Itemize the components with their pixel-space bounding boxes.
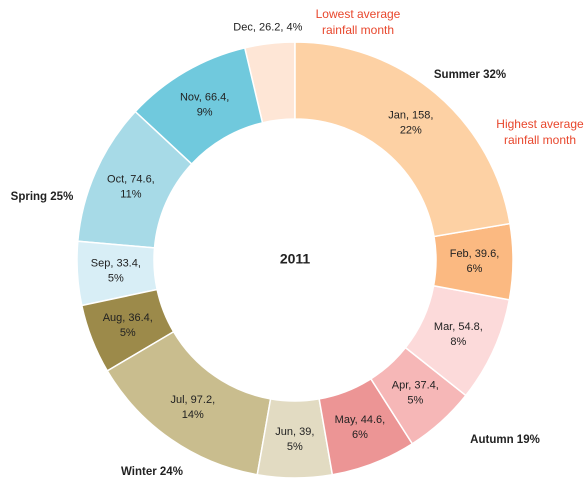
donut-slice [106,330,272,476]
data-label: Jan, 158, 22% [388,109,433,136]
data-label-line: 5% [120,327,136,339]
donut-slice [432,222,514,301]
annotation: Highest average [496,117,584,131]
season-label: Summer 32% [434,69,506,81]
data-label: Dec, 26.2, 4% [233,21,302,33]
data-label-line: Mar, 54.8, [434,321,483,333]
data-label: Jul, 97.2, 14% [171,394,216,421]
donut-slice [369,346,467,445]
data-label-line: Nov, 66.4, [180,91,229,103]
donut-slice [76,110,193,249]
data-label: Nov, 66.4, 9% [180,91,229,118]
donut-slice [256,398,334,479]
donut-slice [80,288,175,372]
chart-title: 2011 [280,251,311,267]
data-label-line: Sep, 33.4, [91,258,141,270]
donut-slice [294,41,511,238]
season-label: Autumn 19% [470,434,540,446]
data-label-line: 14% [182,409,204,421]
data-label-line: Aug, 36.4, [103,312,153,324]
annotation: rainfall month [504,133,576,147]
donut-slice [76,240,159,307]
season-label: Winter 24% [121,466,183,478]
data-label-line: Jul, 97.2, [171,394,216,406]
donut-slice [134,46,264,166]
annotation: Lowest average [316,7,401,21]
data-label-line: 6% [352,429,368,441]
data-label: Aug, 36.4, 5% [103,312,153,339]
data-label-line: 5% [287,441,303,453]
annotation: rainfall month [322,23,394,37]
data-label-line: May, 44.6, [335,414,386,426]
data-label: Jun, 39, 5% [275,426,314,453]
data-label-line: 5% [108,273,124,285]
data-label-line: 9% [197,106,213,118]
data-label-line: 6% [467,263,483,275]
data-label-line: Dec, 26.2, 4% [233,21,302,33]
data-label: Mar, 54.8, 8% [434,321,483,348]
data-label-line: Oct, 74.6, [107,174,155,186]
data-label-line: 22% [400,124,422,136]
data-label: May, 44.6, 6% [335,414,386,441]
data-label-line: 5% [407,395,423,407]
data-label-line: Jan, 158, [388,109,433,121]
season-label: Spring 25% [11,191,74,203]
donut-slice [318,377,414,476]
donut-slice [404,284,511,397]
data-label: Feb, 39.6, 6% [450,248,500,275]
data-label: Apr, 37.4, 5% [392,380,439,407]
data-label: Oct, 74.6, 11% [107,174,155,201]
data-label-line: 8% [450,336,466,348]
data-label-line: Feb, 39.6, [450,248,500,260]
data-label-line: Jun, 39, [275,426,314,438]
data-label: Sep, 33.4, 5% [91,258,141,285]
data-label-line: Apr, 37.4, [392,380,439,392]
data-label-line: 11% [120,189,141,201]
